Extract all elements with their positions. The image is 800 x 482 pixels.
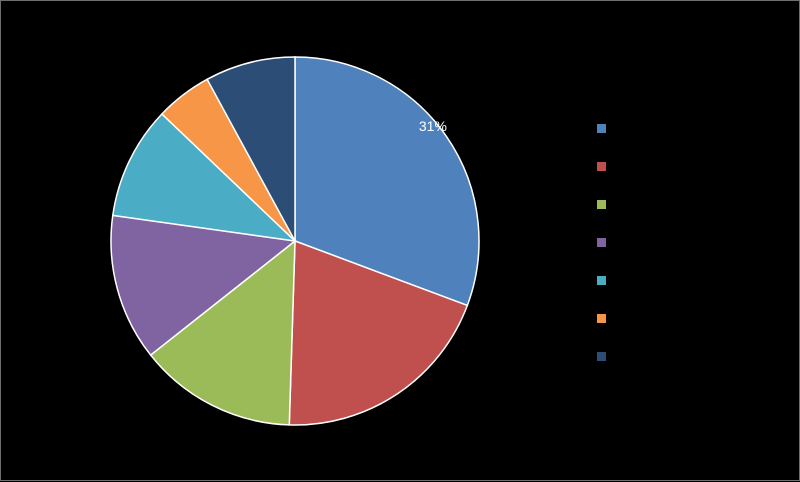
legend-label: Opthalmic Implants bbox=[612, 272, 732, 288]
legend-label: Cosmetic Implants bbox=[612, 310, 728, 326]
legend-swatch bbox=[597, 276, 606, 285]
legend-item: Spinal implants bbox=[597, 194, 797, 232]
legend-swatch bbox=[597, 124, 606, 133]
pie-slices bbox=[110, 56, 480, 426]
pie-slice-others bbox=[206, 56, 296, 242]
pie-data-labels: 31% bbox=[419, 118, 447, 134]
legend-swatch bbox=[597, 314, 606, 323]
pie-slice-dental-implant bbox=[110, 214, 297, 357]
legend-swatch bbox=[597, 352, 606, 361]
legend-label: Others bbox=[612, 348, 655, 364]
legend-item: Others bbox=[597, 346, 797, 384]
pie-slice-orthopedic-implant bbox=[294, 56, 480, 307]
legend-item: Orthopedic Implant bbox=[597, 118, 797, 156]
legend-label: Dental Implant bbox=[612, 234, 703, 250]
legend-swatch bbox=[597, 200, 606, 209]
legend-swatch bbox=[597, 238, 606, 247]
legend-item: Opthalmic Implants bbox=[597, 270, 797, 308]
pie-slice-spinal-implants bbox=[149, 239, 296, 426]
legend-item: Dental Implant bbox=[597, 232, 797, 270]
legend-item: Cardiac Implant bbox=[597, 156, 797, 194]
legend-swatch bbox=[597, 162, 606, 171]
legend-item: Cosmetic Implants bbox=[597, 308, 797, 346]
pie-slice-opthalmic-implants bbox=[111, 112, 298, 243]
data-label-0: 31% bbox=[419, 118, 447, 134]
chart-legend: Orthopedic Implant Cardiac Implant Spinal … bbox=[597, 118, 797, 384]
pie-slice-cardiac-implant bbox=[288, 239, 469, 426]
legend-label: Spinal implants bbox=[612, 196, 707, 212]
legend-label: Orthopedic Implant bbox=[612, 120, 731, 136]
legend-label: Cardiac Implant bbox=[612, 158, 711, 174]
